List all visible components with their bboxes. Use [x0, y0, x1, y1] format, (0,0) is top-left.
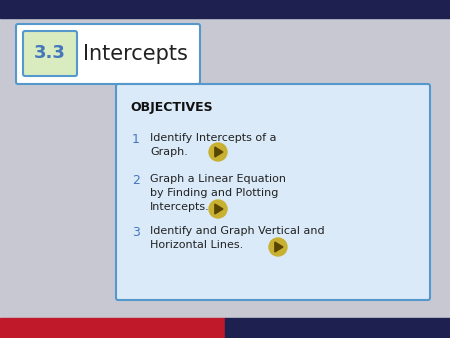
Bar — [225, 318, 450, 338]
FancyBboxPatch shape — [23, 31, 77, 76]
Text: Identify and Graph Vertical and: Identify and Graph Vertical and — [150, 226, 324, 236]
Text: Identify Intercepts of a: Identify Intercepts of a — [150, 133, 276, 143]
Text: Graph a Linear Equation: Graph a Linear Equation — [150, 174, 286, 184]
Polygon shape — [275, 242, 283, 252]
FancyBboxPatch shape — [116, 84, 430, 300]
Circle shape — [209, 143, 227, 161]
Text: 3: 3 — [132, 226, 140, 239]
Polygon shape — [215, 147, 223, 157]
Text: 2: 2 — [132, 174, 140, 187]
Circle shape — [269, 238, 287, 256]
Text: 3.3: 3.3 — [34, 45, 66, 63]
Text: Intercepts.: Intercepts. — [150, 202, 210, 212]
FancyBboxPatch shape — [16, 24, 200, 84]
Text: 1: 1 — [132, 133, 140, 146]
Text: by Finding and Plotting: by Finding and Plotting — [150, 188, 279, 198]
Circle shape — [209, 200, 227, 218]
Bar — [0, 0, 450, 18]
Text: Horizontal Lines.: Horizontal Lines. — [150, 240, 243, 250]
Text: OBJECTIVES: OBJECTIVES — [130, 101, 212, 115]
Polygon shape — [215, 204, 223, 214]
Text: Graph.: Graph. — [150, 147, 188, 157]
Text: Intercepts: Intercepts — [83, 44, 188, 64]
Bar — [0, 318, 225, 338]
